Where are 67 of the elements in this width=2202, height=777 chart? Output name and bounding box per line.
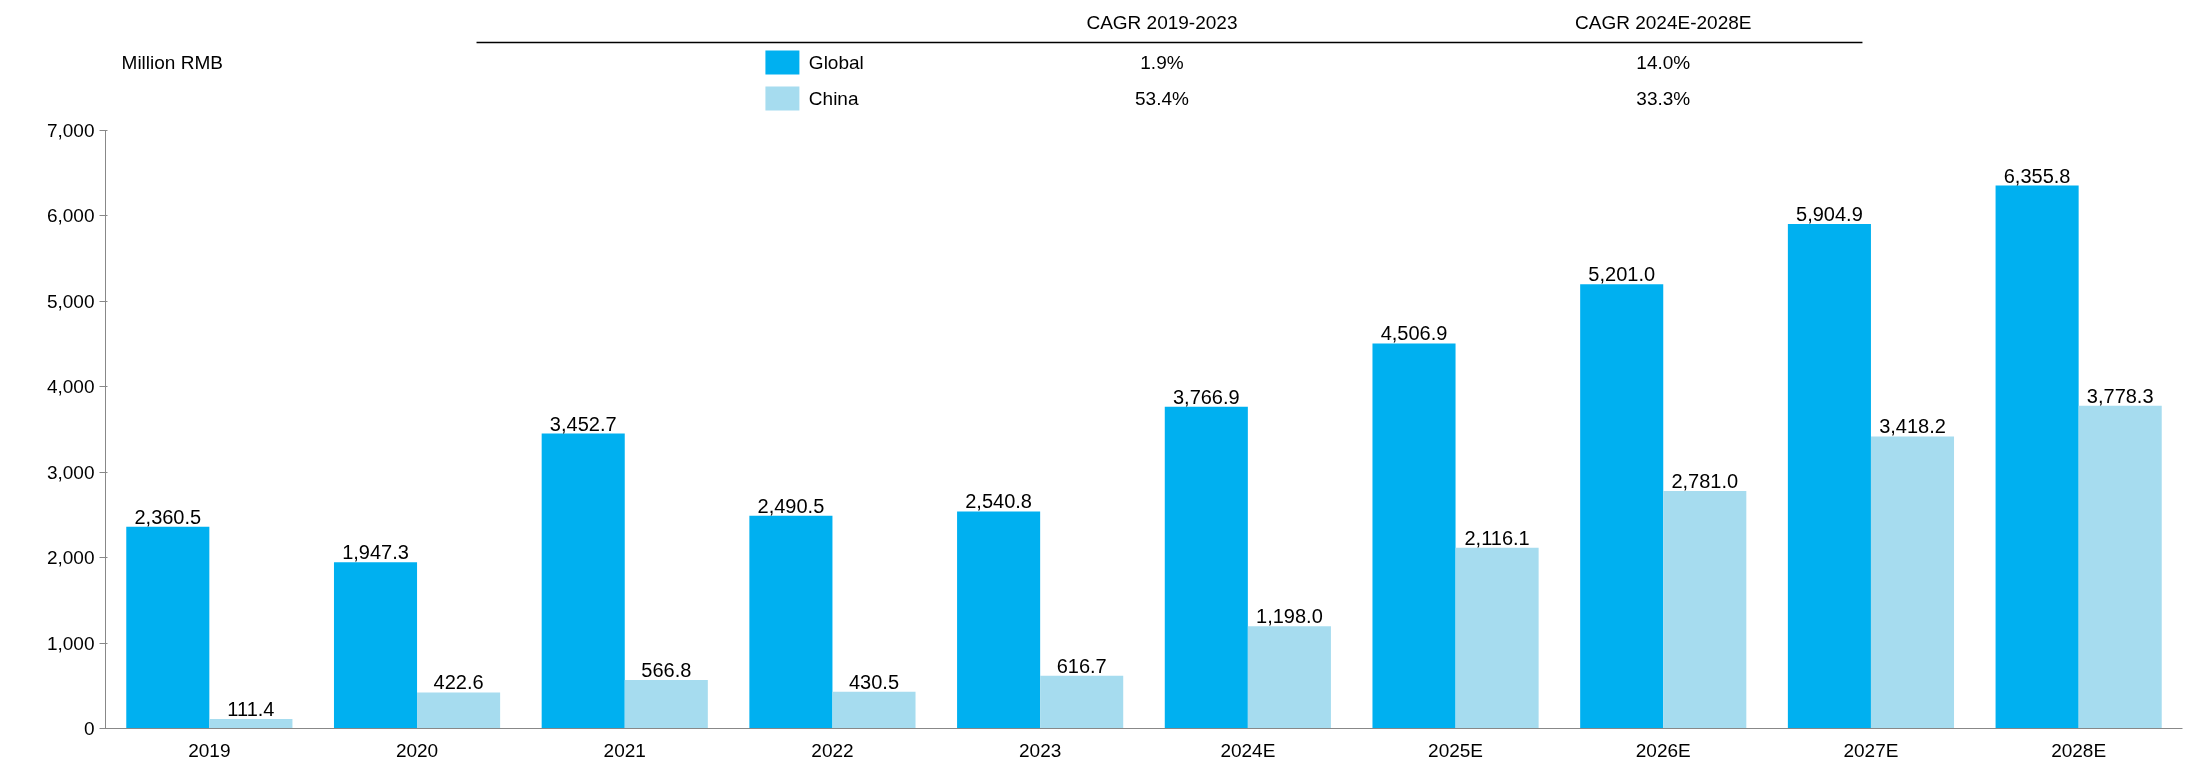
- data-label: 1,198.0: [1256, 605, 1323, 628]
- bar: [1870, 436, 1955, 729]
- x-tick-label: 2023: [1019, 739, 1062, 761]
- bar: [1787, 224, 1871, 729]
- y-tick-label: 7,000: [46, 120, 95, 141]
- x-tick-label: 2025E: [1428, 739, 1484, 761]
- text: 1.9%: [1140, 52, 1184, 73]
- x-tick-label: 2028E: [2051, 739, 2107, 761]
- bar: [624, 680, 708, 729]
- bar: [1247, 626, 1331, 729]
- data-label: 3,766.9: [1172, 385, 1240, 408]
- bar: [209, 718, 293, 729]
- data-label: 3,452.7: [549, 412, 617, 435]
- x-tick-label: 2019: [188, 739, 231, 761]
- data-label: 111.4: [227, 697, 275, 720]
- bar: [333, 562, 418, 729]
- text: 33.3%: [1636, 88, 1691, 109]
- data-label: 2,490.5: [757, 494, 825, 517]
- data-label: 5,201.0: [1588, 263, 1656, 286]
- x-tick-label: 2024E: [1220, 739, 1276, 761]
- y-tick-label: 6,000: [46, 205, 95, 227]
- x-tick-label: 2027E: [1843, 739, 1899, 761]
- text: 14.0%: [1636, 52, 1691, 73]
- data-label: 5,904.9: [1796, 203, 1863, 226]
- data-label: 4,506.9: [1380, 322, 1448, 345]
- data-label: 422.6: [433, 671, 484, 694]
- bar: [1040, 675, 1124, 729]
- x-tick-label: 2020: [395, 739, 439, 761]
- bar: [1372, 343, 1456, 729]
- y-tick-label: 0: [83, 718, 95, 739]
- y-tick-label: 3,000: [46, 461, 95, 483]
- data-label: 3,418.2: [1879, 415, 1946, 438]
- data-label: 1,947.3: [342, 541, 409, 564]
- y-axis-title: Million RMB: [121, 52, 223, 73]
- legend-label: Global: [808, 52, 864, 73]
- bar: [1455, 547, 1539, 729]
- data-label: 2,360.5: [134, 505, 202, 528]
- text: CAGR 2019-2023: [1086, 12, 1238, 33]
- bar: [1663, 490, 1747, 729]
- x-tick-label: 2021: [603, 739, 646, 761]
- data-label: 3,778.3: [2086, 384, 2154, 407]
- bar: [957, 511, 1041, 729]
- bar: [1164, 406, 1248, 729]
- text: 53.4%: [1135, 88, 1189, 109]
- legend-label: China: [808, 88, 859, 109]
- y-tick-label: 1,000: [46, 632, 95, 654]
- y-tick-label: 5,000: [46, 290, 95, 312]
- bar: [126, 526, 210, 729]
- data-label: 430.5: [848, 670, 900, 693]
- x-tick-label: 2022: [811, 739, 854, 761]
- bar: [417, 692, 501, 729]
- data-label: 566.8: [641, 659, 692, 682]
- y-tick-label: 2,000: [46, 547, 95, 569]
- data-label: 6,355.8: [2003, 164, 2071, 187]
- bar: [2078, 405, 2162, 729]
- data-label: 2,540.8: [965, 490, 1032, 513]
- text: CAGR 2024E-2028E: [1575, 12, 1752, 33]
- x-tick-label: 2026E: [1635, 739, 1691, 761]
- bar: [832, 691, 916, 729]
- data-label: 616.7: [1056, 654, 1107, 677]
- bar: [749, 515, 833, 729]
- data-label: 2,116.1: [1464, 526, 1530, 549]
- data-label: 2,781.0: [1671, 469, 1739, 492]
- bar: [541, 433, 625, 729]
- bar: [1995, 185, 2079, 729]
- y-tick-label: 4,000: [46, 376, 95, 398]
- bar: [1580, 284, 1664, 729]
